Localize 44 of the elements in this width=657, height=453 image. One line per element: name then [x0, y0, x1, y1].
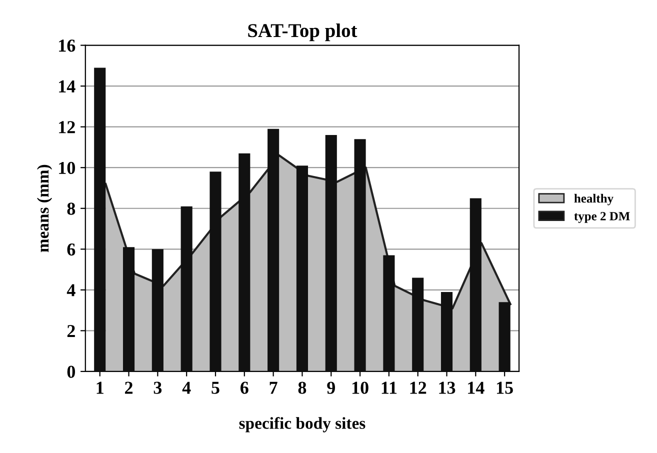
y-tick-label: 6	[67, 243, 76, 256]
bar	[296, 166, 308, 372]
bar	[383, 255, 395, 372]
y-tick-label: 12	[59, 121, 75, 134]
bar	[152, 249, 164, 372]
bar	[94, 68, 106, 372]
x-tick-label: 8	[298, 382, 306, 394]
bar	[268, 128, 280, 372]
x-tick-label: 10	[352, 382, 368, 394]
bar	[180, 206, 192, 372]
legend-label: type 2 DM	[574, 212, 630, 223]
x-tick-label: 13	[439, 382, 456, 394]
x-tick-label: 14	[468, 382, 484, 394]
y-tick-label: 10	[59, 162, 75, 174]
x-tick-label: 5	[212, 382, 220, 394]
bar	[440, 292, 453, 372]
x-tick-label: 15	[496, 382, 513, 394]
bar	[354, 139, 366, 372]
x-tick-label: 4	[182, 382, 191, 394]
legend-label: healthy	[574, 194, 614, 206]
y-tick-label: 16	[59, 40, 76, 52]
x-tick-label: 11	[382, 382, 397, 394]
x-tick-label: 3	[154, 382, 162, 394]
y-tick-label: 2	[67, 325, 75, 337]
bar	[238, 153, 250, 372]
bar	[210, 172, 222, 372]
x-tick-label: 9	[327, 382, 335, 394]
bar	[412, 278, 424, 372]
y-tick-label: 0	[67, 366, 75, 378]
x-tick-label: 6	[240, 382, 248, 394]
chart-title: SAT-Top plot	[248, 23, 358, 42]
y-tick-label: 14	[59, 80, 76, 92]
x-axis-title: specific body sites	[239, 417, 366, 432]
y-tick-label: 4	[66, 284, 76, 296]
x-tick-label: 2	[125, 382, 133, 394]
x-tick-label: 1	[96, 382, 104, 394]
x-tick-label: 12	[410, 382, 426, 394]
bar	[325, 134, 337, 372]
bar	[470, 198, 482, 372]
y-tick-label: 8	[67, 202, 76, 215]
y-axis-title: means (mm)	[36, 164, 52, 252]
x-tick-label: 7	[270, 382, 278, 394]
bar	[498, 302, 510, 372]
bar	[122, 247, 135, 372]
